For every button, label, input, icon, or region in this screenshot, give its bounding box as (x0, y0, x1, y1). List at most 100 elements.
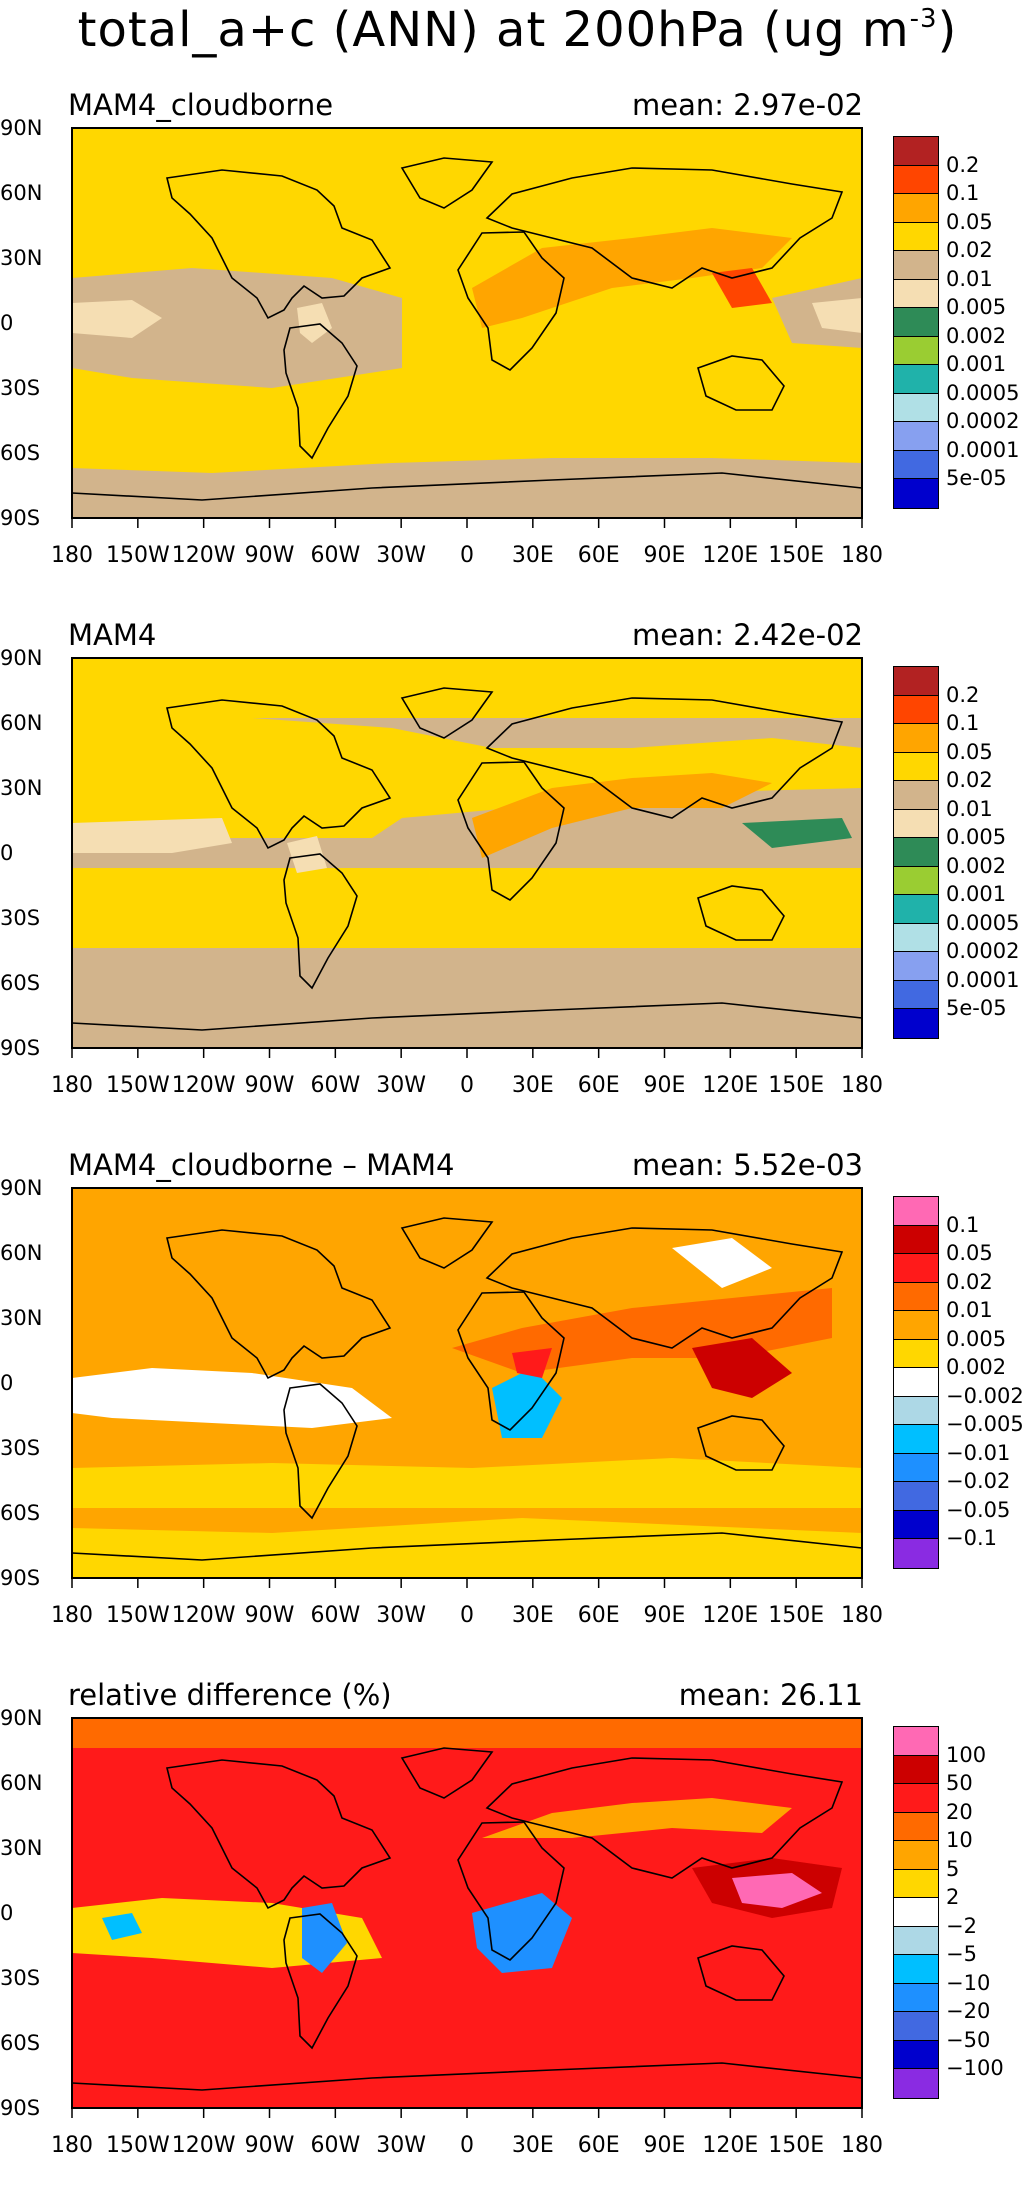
lon-label: 150E (768, 1073, 825, 1098)
field-region (72, 1458, 862, 1508)
colorbar-swatch (894, 781, 938, 810)
colorbar-swatch (894, 1282, 938, 1311)
field-region (72, 300, 162, 338)
field-region (742, 818, 852, 848)
colorbar-level-label: 20 (946, 1799, 973, 1824)
lon-label: 120W (171, 543, 236, 568)
colorbar-level-label: 0.0002 (946, 939, 1020, 963)
colorbar-level-label: 0.005 (946, 1326, 1007, 1351)
colorbar-level-label: 0.05 (946, 739, 993, 764)
coastline (166, 699, 392, 850)
colorbar-level-label: 0.05 (946, 1241, 993, 1265)
colorbar-level-label: −10 (946, 1970, 991, 1995)
colorbar-swatch (894, 222, 938, 251)
coastline (697, 1945, 785, 2001)
coastline (400, 157, 494, 209)
lon-label: 30E (511, 543, 554, 568)
colorbar-swatch (894, 194, 938, 223)
coastline (485, 697, 844, 819)
lon-label: 30W (376, 1603, 427, 1628)
colorbar-swatch (894, 980, 938, 1009)
colorbar-swatch (894, 450, 938, 479)
lon-label: 0 (460, 1073, 474, 1098)
coastline (457, 231, 565, 371)
lon-label: 150E (768, 1603, 825, 1628)
panel-mean: mean: 2.97e-02 (631, 88, 863, 122)
field-region (72, 458, 862, 518)
panel-mean: mean: 5.52e-03 (631, 1148, 863, 1182)
coastline (457, 1291, 565, 1431)
panel-title: MAM4_cloudborne (68, 88, 334, 122)
colorbar-swatch (894, 1784, 938, 1813)
coastline (400, 1747, 494, 1799)
lon-label: 0 (460, 2133, 474, 2158)
lon-label: 60W (310, 1603, 361, 1628)
colorbar-swatch (894, 1197, 938, 1226)
lon-label: 150W (105, 543, 170, 568)
map-plot (71, 127, 863, 528)
coastline (697, 355, 785, 411)
lon-label: 0 (460, 1603, 474, 1628)
lon-label: 90W (244, 2133, 295, 2158)
colorbar-swatch (894, 393, 938, 422)
coastline (283, 853, 358, 990)
field-region (72, 1718, 862, 1748)
field-region (72, 1368, 392, 1428)
colorbar-level-label: 0.1 (946, 711, 980, 735)
lat-label: 60S (0, 1501, 41, 1525)
colorbar-swatch (894, 2040, 938, 2069)
colorbar-swatch (894, 1539, 938, 1568)
coastline (283, 323, 358, 460)
panel-title: MAM4_cloudborne – MAM4 (68, 1148, 455, 1182)
coastline (485, 1757, 844, 1879)
colorbar-swatch (894, 838, 938, 867)
colorbar-swatch (894, 1727, 938, 1756)
coastline (283, 1383, 358, 1520)
colorbar-swatch (894, 1339, 938, 1368)
lon-label: 120W (171, 2133, 236, 2158)
field-region (512, 1348, 552, 1378)
colorbar-swatch (894, 923, 938, 952)
lat-label: 90S (0, 506, 41, 530)
colorbar-level-label: 50 (946, 1771, 973, 1795)
colorbar-level-label: 0.0005 (946, 380, 1020, 405)
colorbar-level-label: 2 (946, 1885, 960, 1909)
lat-label: 90S (0, 1036, 41, 1060)
colorbar-level-label: −0.01 (946, 1440, 1011, 1465)
lat-label: 30S (0, 376, 41, 400)
lat-label: 60N (0, 1771, 43, 1795)
panel-mean: mean: 2.42e-02 (631, 618, 863, 652)
lat-label: 90N (0, 1176, 43, 1200)
colorbar-swatch (894, 308, 938, 337)
map-plot (71, 1187, 863, 1588)
coastline (457, 1821, 565, 1961)
lon-label: 180 (841, 543, 883, 568)
colorbar-level-label: 0.0002 (946, 409, 1020, 433)
lon-label: 120E (702, 1073, 759, 1098)
colorbar-swatch (894, 1254, 938, 1283)
colorbar-level-label: 0.02 (946, 768, 993, 792)
colorbar-swatch (894, 1368, 938, 1397)
lon-label: 180 (841, 1073, 883, 1098)
colorbar-swatch (894, 1453, 938, 1482)
lon-label: 180 (841, 2133, 883, 2158)
colorbar-swatch (894, 1841, 938, 1870)
colorbar-level-label: 0.0001 (946, 437, 1020, 462)
map-panel: relative difference (%) mean: 26.11 90N 60N… (0, 1678, 1035, 2208)
coastline (166, 1759, 392, 1910)
lat-label: 90S (0, 1566, 41, 1590)
lon-label: 180 (51, 1603, 93, 1628)
colorbar-level-label: 0.005 (946, 825, 1007, 849)
lat-label: 90S (0, 2096, 41, 2120)
lat-label: 60S (0, 2031, 41, 2055)
colorbar-swatch (894, 1225, 938, 1254)
lat-label: 30N (0, 1836, 43, 1860)
lon-label: 60W (310, 2133, 361, 2158)
colorbar-swatch (894, 724, 938, 753)
map-panel: MAM4_cloudborne – MAM4 mean: 5.52e-03 90N 6… (0, 1148, 1035, 1678)
colorbar-level-label: 5e-05 (946, 466, 1007, 490)
field-region (472, 773, 772, 858)
colorbar-swatch (894, 1869, 938, 1898)
field-region (72, 718, 862, 838)
colorbar-level-label: 0.001 (946, 882, 1007, 906)
